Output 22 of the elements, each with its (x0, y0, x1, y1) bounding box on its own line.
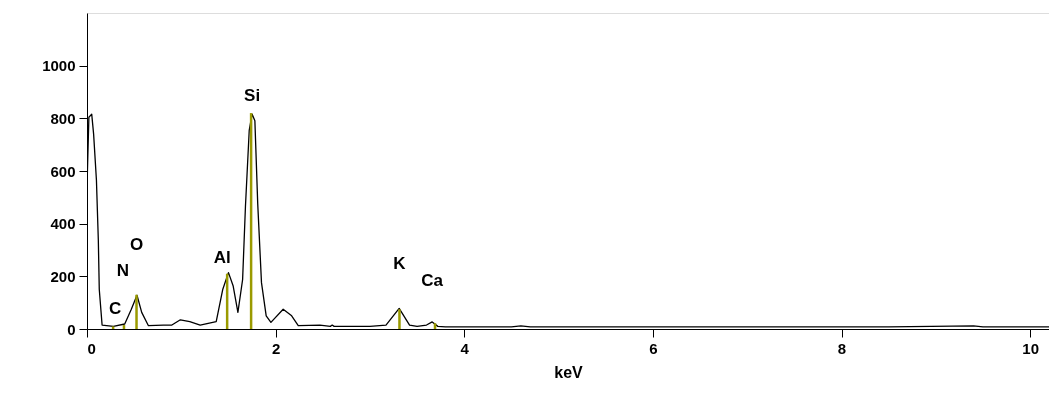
annotation: Si (244, 86, 261, 106)
x-axis-title: keV (554, 363, 584, 381)
x-tick-label: 8 (837, 339, 847, 357)
annotation: K (393, 254, 407, 274)
y-tick-label: 400 (50, 215, 76, 233)
bar (398, 309, 401, 329)
annotation: Al (213, 247, 231, 267)
x-tick-label: 6 (649, 339, 658, 357)
y-tick-label: 600 (50, 162, 76, 180)
y-tick-label: 800 (50, 109, 76, 127)
x-tick-label: 2 (271, 339, 281, 357)
y-tick-label: 1000 (42, 57, 76, 75)
x-tick-label: 10 (1022, 339, 1039, 357)
annotation: O (129, 234, 144, 254)
x-tick-label: 4 (460, 339, 470, 357)
annotation: Ca (421, 271, 444, 291)
bar (135, 294, 138, 329)
y-tick-label: 0 (67, 320, 76, 338)
annotation: N (116, 261, 130, 281)
y-tick-label: 200 (50, 267, 76, 285)
annotation: C (108, 299, 122, 319)
x-tick-label: 0 (87, 339, 96, 357)
